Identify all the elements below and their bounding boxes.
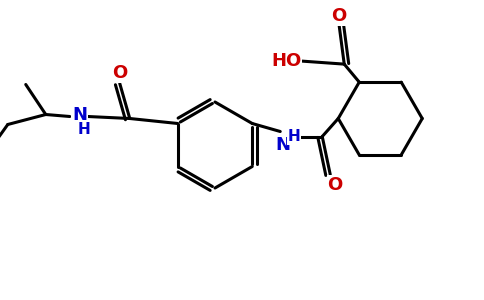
Text: N: N xyxy=(72,106,87,124)
Text: H: H xyxy=(288,129,301,144)
Text: O: O xyxy=(112,64,127,82)
Text: H: H xyxy=(77,122,90,137)
Text: HO: HO xyxy=(271,52,302,70)
Text: N: N xyxy=(276,136,291,154)
Text: O: O xyxy=(328,176,343,194)
Text: O: O xyxy=(332,7,347,25)
